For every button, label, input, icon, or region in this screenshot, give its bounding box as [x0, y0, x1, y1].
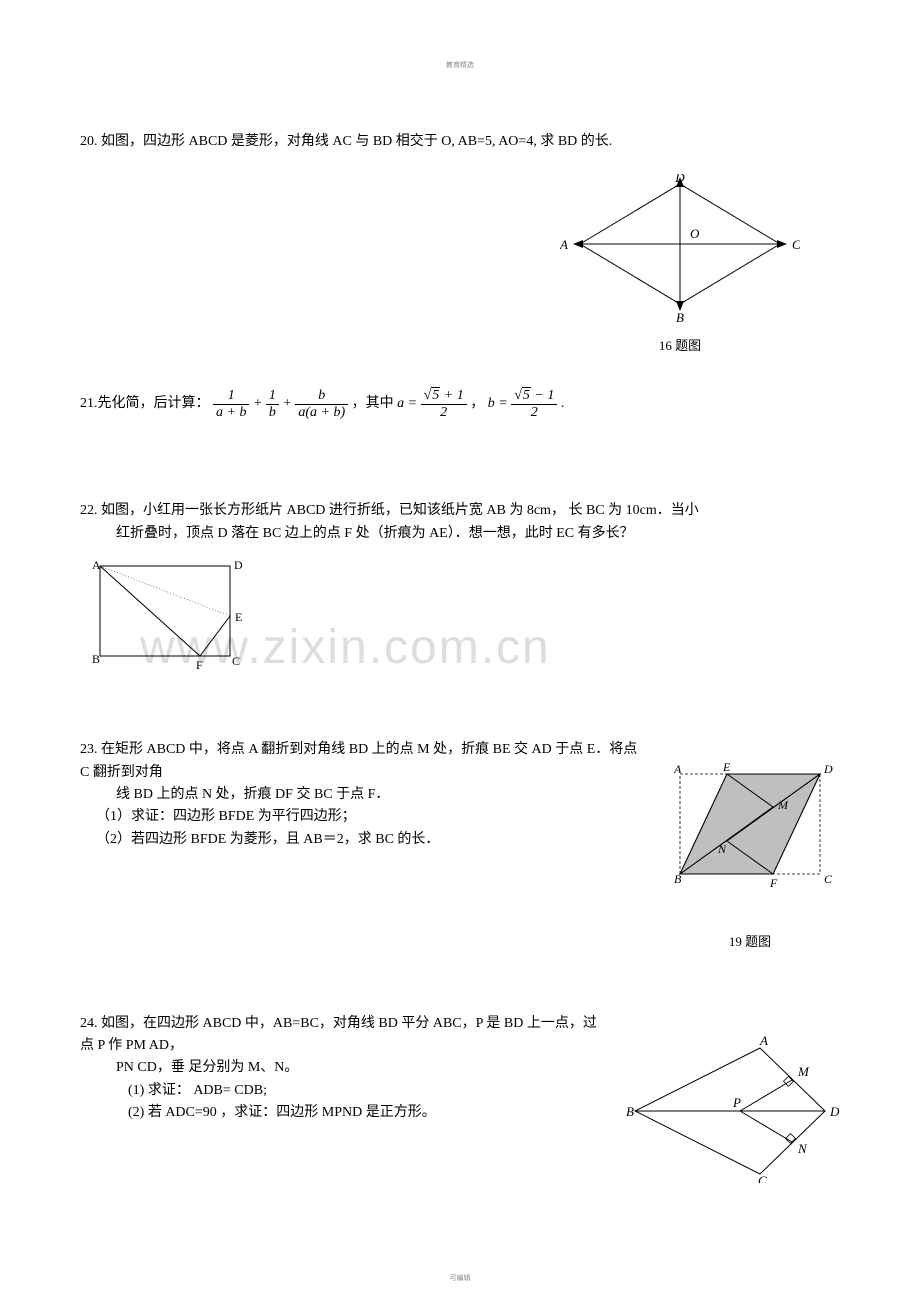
p22-figure: A D B C F E: [80, 551, 250, 671]
p21-bden: 2: [511, 405, 557, 420]
problem-21: 21.先化简，后计算： 1a + b + 1b + ba(a + b) ，其中 …: [80, 388, 840, 420]
p21-t2n: 1: [266, 388, 279, 404]
svg-text:C: C: [824, 872, 833, 886]
p23-num: 23.: [80, 742, 98, 757]
p23-figure: A D B C E F M N: [660, 759, 840, 889]
header-tiny: 教育精选: [80, 60, 840, 71]
problem-23: A D B C E F M N 19 题图 23. 在矩形 ABCD 中，将点 …: [80, 739, 840, 952]
p23-q1: （1）求证：四边形 BFDE 为平行四边形；: [96, 809, 356, 824]
svg-text:C: C: [758, 1173, 767, 1183]
p21-end: .: [561, 396, 565, 411]
p21-t2d: b: [266, 405, 279, 420]
p20-caption: 16 题图: [560, 336, 800, 357]
p21-aden: 2: [421, 405, 467, 420]
p21-num: 21.: [80, 396, 98, 411]
p21-t1d: a + b: [213, 405, 249, 420]
svg-text:F: F: [769, 876, 778, 889]
svg-text:B: B: [676, 310, 684, 324]
p22-l2: 红折叠时，顶点 D 落在 BC 边上的点 F 处（折痕为 AE）．想一想，此时 …: [116, 526, 634, 541]
svg-text:O: O: [690, 226, 700, 241]
p21-prefix: 先化简，后计算：: [98, 396, 210, 411]
svg-text:A: A: [560, 237, 568, 252]
p23-caption: 19 题图: [660, 932, 840, 953]
problem-20: 20. 如图，四边形 ABCD 是菱形，对角线 AC 与 BD 相交于 O, A…: [80, 131, 840, 358]
svg-text:D: D: [829, 1104, 840, 1119]
svg-text:P: P: [732, 1095, 741, 1110]
svg-text:M: M: [797, 1064, 810, 1079]
p23-q2: （2）若四边形 BFDE 为菱形，且 AB＝2，求 BC 的长．: [96, 832, 439, 847]
p23-l2: 线 BD 上的点 N 处，折痕 DF 交 BC 于点 F．: [116, 787, 389, 802]
p22-l1: 如图，小红用一张长方形纸片 ABCD 进行折纸，已知该纸片宽 AB 为 8cm，…: [101, 503, 699, 518]
p21-t3d: a(a + b): [295, 405, 348, 420]
svg-text:A: A: [92, 558, 101, 572]
svg-text:A: A: [759, 1033, 768, 1048]
svg-text:D: D: [234, 558, 243, 572]
svg-text:B: B: [674, 872, 682, 886]
p23-l1: 在矩形 ABCD 中，将点 A 翻折到对角线 BD 上的点 M 处，折痕 BE …: [80, 742, 637, 779]
svg-text:F: F: [196, 658, 203, 671]
p24-q2: (2) 若 ADC=90 ，求证：四边形 MPND 是正方形。: [128, 1105, 436, 1120]
svg-text:B: B: [626, 1104, 634, 1119]
p21-mid: ，其中: [352, 396, 394, 411]
p20-num: 20.: [80, 134, 98, 149]
p24-figure: A B C D M N P: [620, 1033, 840, 1183]
p24-l2: PN CD，垂 足分别为 M、N。: [116, 1060, 298, 1075]
svg-text:D: D: [674, 174, 685, 185]
svg-text:C: C: [792, 237, 800, 252]
svg-text:B: B: [92, 652, 100, 666]
p24-l1: 如图，在四边形 ABCD 中，AB=BC，对角线 BD 平分 ABC，P 是 B…: [80, 1016, 597, 1053]
p24-q1: (1) 求证： ADB= CDB;: [128, 1083, 267, 1098]
svg-text:C: C: [232, 654, 240, 668]
svg-text:D: D: [823, 762, 833, 776]
footer-tiny: 可编辑: [0, 1273, 920, 1284]
svg-text:M: M: [777, 798, 789, 812]
p20-figure: D B A C O: [560, 174, 800, 324]
p20-text: 如图，四边形 ABCD 是菱形，对角线 AC 与 BD 相交于 O, AB=5,…: [101, 134, 612, 149]
svg-text:E: E: [235, 610, 242, 624]
svg-text:N: N: [797, 1141, 808, 1156]
problem-24: A B C D M N P 24. 如图，在四边形 ABCD 中，AB=BC，对…: [80, 1013, 840, 1191]
p21-comma: ，: [470, 396, 484, 411]
p21-t1n: 1: [213, 388, 249, 404]
svg-text:E: E: [722, 760, 731, 774]
p24-num: 24.: [80, 1016, 98, 1031]
svg-text:N: N: [717, 842, 727, 856]
svg-text:A: A: [673, 762, 682, 776]
p21-t3n: b: [295, 388, 348, 404]
problem-22: 22. 如图，小红用一张长方形纸片 ABCD 进行折纸，已知该纸片宽 AB 为 …: [80, 500, 840, 679]
p22-num: 22.: [80, 503, 98, 518]
